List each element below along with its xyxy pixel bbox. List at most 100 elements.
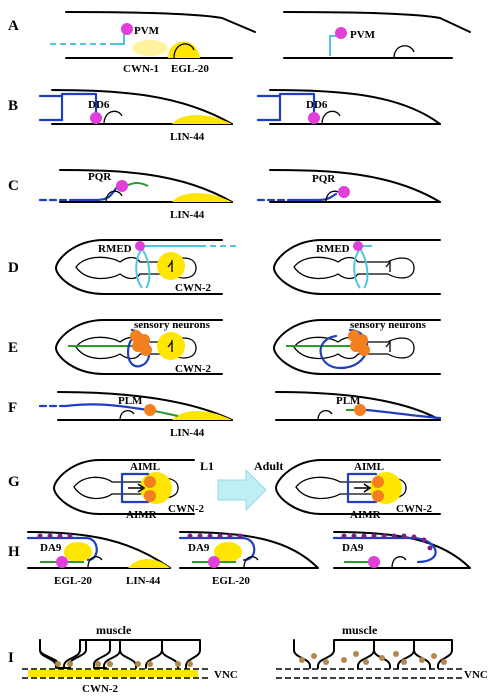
label-lin-44: LIN-44 bbox=[170, 209, 205, 221]
label-vnc: VNC bbox=[214, 669, 238, 681]
head-outline bbox=[275, 459, 441, 515]
anal-structure bbox=[87, 556, 103, 569]
rmed-cell-body bbox=[135, 241, 145, 251]
panel-letter-d: D bbox=[8, 260, 19, 276]
pharynx bbox=[295, 476, 407, 500]
label-pvm: PVM bbox=[350, 29, 376, 41]
label-muscle: muscle bbox=[96, 623, 132, 637]
panel-e-right-head: sensory neurons bbox=[273, 319, 441, 375]
panel-c-right-worm: PQR bbox=[256, 169, 441, 203]
muscle-arms-outline bbox=[39, 639, 201, 669]
anal-structure bbox=[391, 556, 407, 569]
plm-cell-body bbox=[354, 404, 366, 416]
label-rmed: RMED bbox=[316, 243, 350, 255]
egl-20-gradient bbox=[64, 542, 92, 562]
label-rmed: RMED bbox=[98, 243, 132, 255]
development-arrow bbox=[217, 468, 267, 512]
panel-letter-b: B bbox=[8, 98, 18, 114]
label-dd6: DD6 bbox=[306, 99, 328, 111]
panel-letter-f: F bbox=[8, 400, 17, 416]
pvm-axon bbox=[329, 35, 338, 56]
anal-structure bbox=[173, 43, 195, 59]
label-vnc: VNC bbox=[464, 669, 488, 681]
aimr-cell-body bbox=[372, 490, 384, 502]
label-lin-44: LIN-44 bbox=[126, 575, 161, 587]
panel-h: H DA9 EGL-20 LIN-44 bbox=[8, 531, 471, 587]
label-egl-20: EGL-20 bbox=[212, 575, 250, 587]
acetylcholine-receptor-puncta bbox=[299, 651, 447, 665]
sensory-cell-body bbox=[358, 344, 370, 356]
head-outline bbox=[55, 239, 223, 295]
pqr-dendrite bbox=[125, 182, 149, 187]
panel-a-right-worm: PVM bbox=[283, 11, 471, 59]
label-aiml: AIML bbox=[354, 461, 384, 473]
pqr-cell-body bbox=[338, 186, 350, 198]
aim-arrow bbox=[128, 483, 146, 493]
pvm-cell-body bbox=[121, 23, 133, 35]
label-plm: PLM bbox=[336, 395, 361, 407]
grinder bbox=[385, 340, 391, 352]
label-cwn-2: CWN-2 bbox=[175, 282, 212, 294]
label-pqr: PQR bbox=[88, 171, 112, 183]
panel-i-left: muscle VNC CWN-2 bbox=[22, 623, 238, 695]
grinder bbox=[167, 260, 173, 272]
egl-20-gradient bbox=[168, 41, 200, 58]
stage-adult: Adult bbox=[254, 459, 283, 473]
head-outline bbox=[53, 459, 195, 515]
anal-structure bbox=[105, 190, 123, 203]
label-lin-44: LIN-44 bbox=[170, 131, 205, 143]
panel-f-left-worm: PLM LIN-44 bbox=[38, 391, 233, 439]
label-aiml: AIML bbox=[130, 461, 160, 473]
panel-c: C PQR LIN-44 PQR bbox=[8, 169, 441, 221]
panel-g-left-head: AIML AIMR CWN-2 bbox=[53, 459, 205, 521]
panel-h-worm-1: DA9 EGL-20 LIN-44 bbox=[26, 531, 171, 587]
pvm-cell-body bbox=[335, 27, 347, 39]
worm-body-top bbox=[59, 169, 233, 203]
label-muscle: muscle bbox=[342, 623, 378, 637]
pharynx bbox=[293, 256, 415, 280]
panel-d: D RMED CWN-2 RMED bbox=[8, 239, 441, 295]
label-egl-20: EGL-20 bbox=[54, 575, 92, 587]
rmed-nerve-ring bbox=[135, 245, 151, 289]
pqr-axon bbox=[292, 192, 338, 202]
cwn-2-gradient bbox=[157, 252, 185, 280]
panel-a-left-worm: PVM CWN-1 EGL-20 bbox=[50, 11, 256, 75]
cwn-2-band bbox=[28, 670, 198, 677]
label-pqr: PQR bbox=[312, 173, 336, 185]
label-sensory-neurons: sensory neurons bbox=[134, 319, 211, 331]
label-pvm: PVM bbox=[134, 25, 160, 37]
pqr-cell-body bbox=[116, 180, 128, 192]
dd6-nerve-cord bbox=[256, 94, 282, 122]
anal-structure bbox=[119, 409, 135, 421]
label-da9: DA9 bbox=[188, 542, 210, 554]
panel-letter-c: C bbox=[8, 178, 19, 194]
plm-cell-body bbox=[144, 404, 156, 416]
label-da9: DA9 bbox=[40, 542, 62, 554]
anal-structure bbox=[243, 556, 259, 569]
anal-structure bbox=[321, 110, 341, 125]
da9-axon bbox=[178, 536, 256, 562]
pharynx bbox=[75, 336, 197, 360]
pharynx bbox=[73, 476, 179, 500]
panel-f-right-worm: PLM bbox=[275, 391, 442, 421]
panel-b: B DD6 LIN-44 DD6 bbox=[8, 89, 441, 143]
worm-body-top bbox=[283, 11, 471, 33]
panel-letter-e: E bbox=[8, 340, 18, 356]
dd6-cell-body bbox=[308, 112, 320, 124]
da9-cell-body bbox=[368, 556, 380, 568]
panel-a: A PVM CWN-1 EGL-20 PVM bbox=[8, 11, 471, 75]
acetylcholine-receptor-puncta bbox=[55, 661, 193, 667]
label-cwn-1: CWN-1 bbox=[123, 63, 159, 75]
da9-cell-body bbox=[56, 556, 68, 568]
pharynx bbox=[293, 336, 415, 360]
panel-h-worm-3: DA9 bbox=[332, 531, 471, 569]
lin-44-gradient bbox=[128, 559, 170, 568]
aiml-cell-body bbox=[144, 476, 156, 488]
stage-l1: L1 bbox=[200, 459, 214, 473]
aim-arrow bbox=[354, 483, 372, 493]
worm-body-top bbox=[65, 11, 256, 33]
dd6-commissure bbox=[60, 92, 98, 122]
label-cwn-2: CWN-2 bbox=[82, 683, 119, 695]
sensory-cell-body bbox=[140, 344, 152, 356]
aim-axons bbox=[346, 472, 378, 504]
